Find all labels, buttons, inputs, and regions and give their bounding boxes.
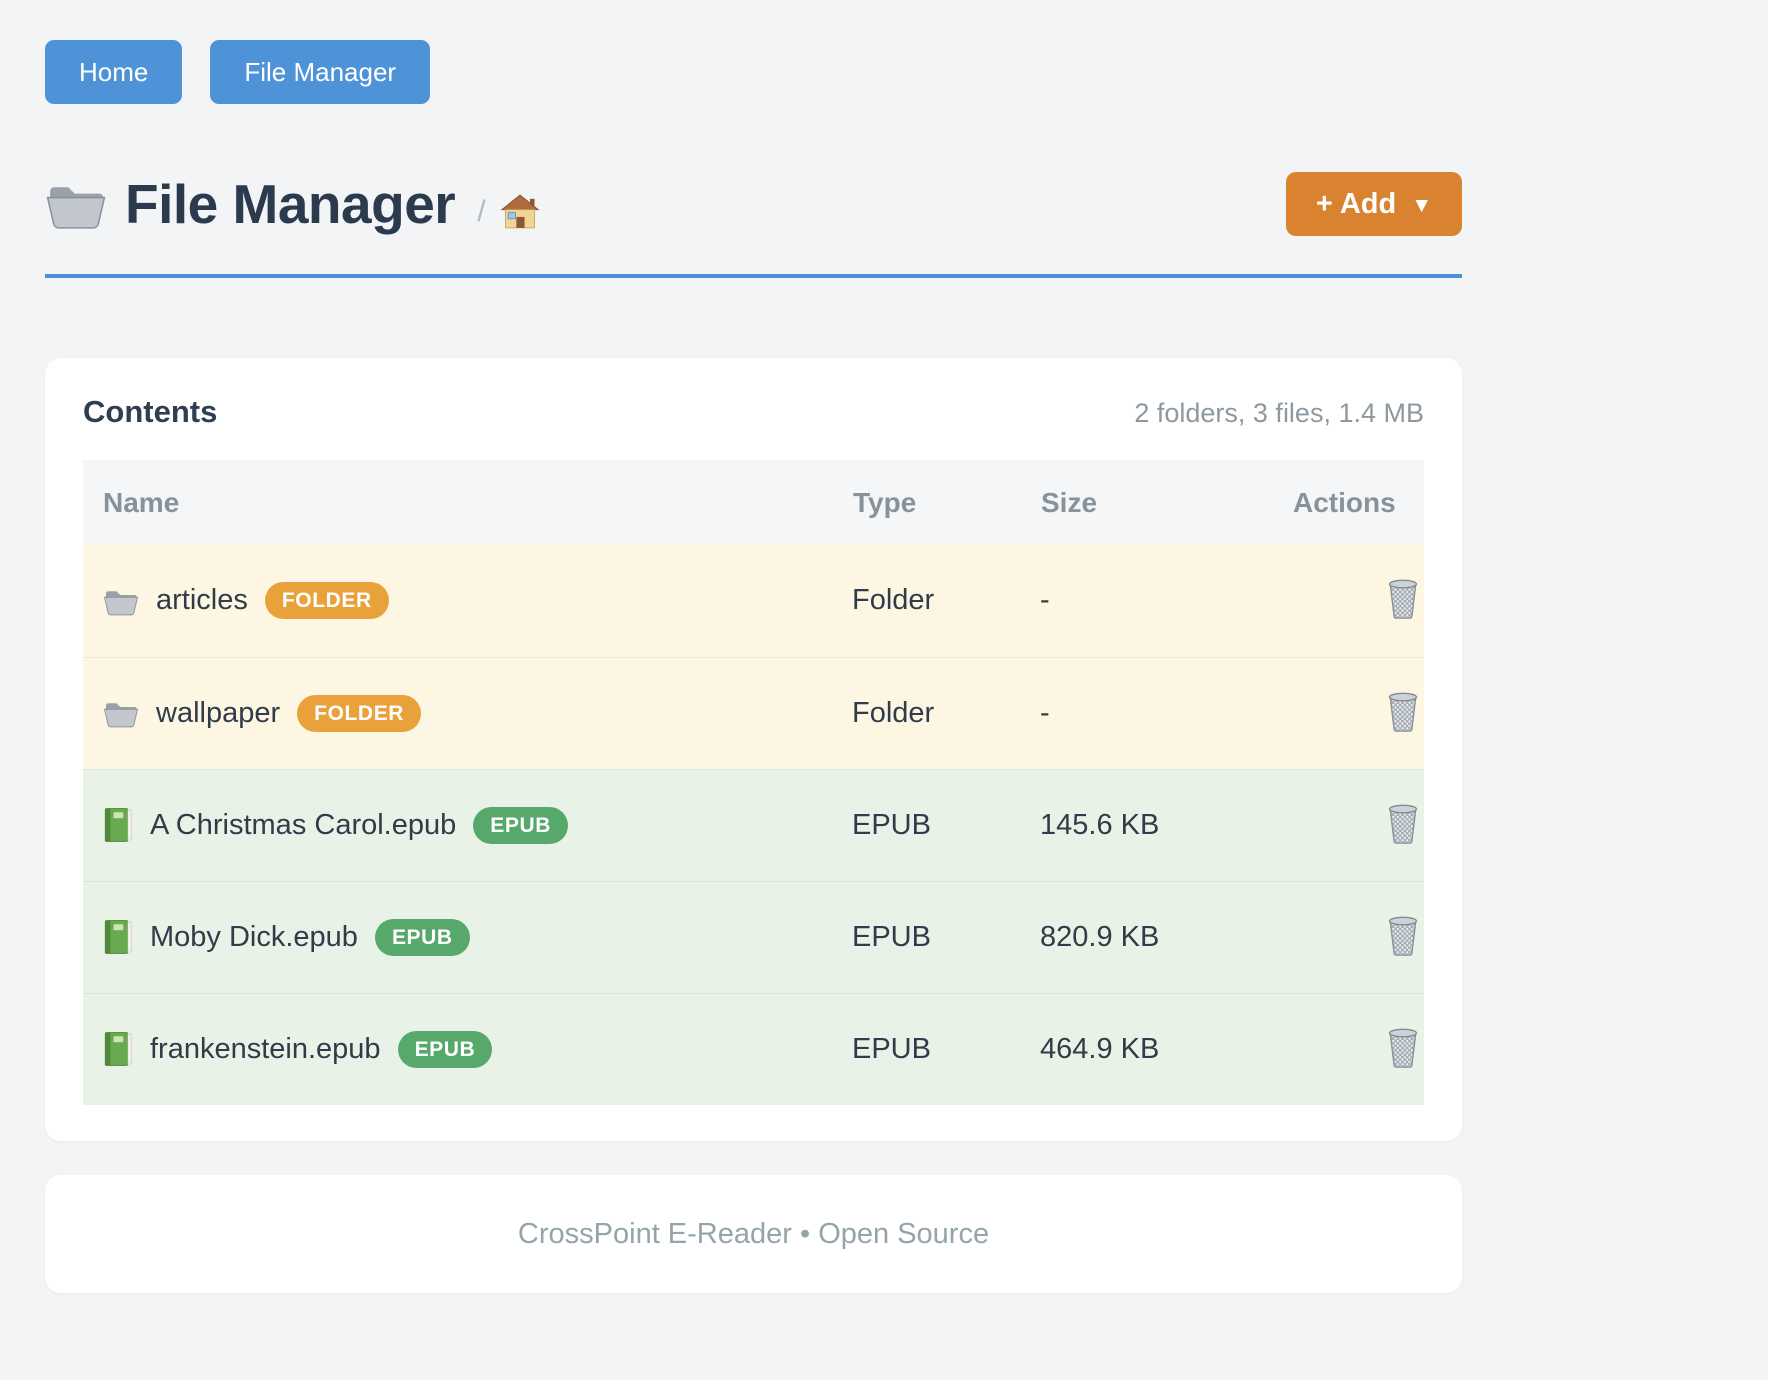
breadcrumb-separator: / [477,195,486,228]
book-icon [103,807,133,843]
table-header-row: Name Type Size Actions [83,460,1424,545]
trash-icon [1386,578,1420,619]
title-group: File Manager / [45,172,540,236]
file-name-link[interactable]: articles [156,584,248,617]
home-button[interactable]: Home [45,40,183,104]
size-cell: 464.9 KB [1040,992,1292,1105]
table-row: wallpaper FOLDER Folder - [83,656,1424,769]
size-cell: - [1040,656,1292,769]
type-cell: Folder [852,584,935,617]
file-name-link[interactable]: wallpaper [156,696,281,729]
column-header-name: Name [83,460,852,545]
delete-button[interactable] [1382,799,1424,848]
file-manager-page: Home File Manager File Manager / + Add ▼… [45,0,1462,1293]
epub-badge: EPUB [473,806,568,844]
delete-button[interactable] [1382,911,1424,960]
column-header-size: Size [1040,460,1292,545]
contents-summary: 2 folders, 3 files, 1.4 MB [1134,398,1424,428]
page-title: File Manager [125,173,456,235]
type-cell: EPUB [852,880,1040,993]
caret-down-icon: ▼ [1411,193,1432,217]
book-icon [103,1031,133,1067]
trash-icon [1386,1027,1420,1068]
trash-icon [1386,691,1420,732]
type-cell: Folder [852,656,1040,769]
table-row: articles FOLDER Folder - [83,545,1424,657]
footer: CrossPoint E-Reader • Open Source [45,1175,1462,1293]
contents-card-header: Contents 2 folders, 3 files, 1.4 MB [83,394,1424,430]
size-cell: 145.6 KB [1040,768,1292,881]
delete-button[interactable] [1382,687,1424,736]
table-row: frankenstein.epub EPUB EPUB 464.9 KB [83,992,1424,1105]
book-icon [103,919,133,955]
contents-card: Contents 2 folders, 3 files, 1.4 MB Name… [45,358,1462,1141]
add-button-label: + Add [1315,187,1397,220]
delete-button[interactable] [1382,574,1424,623]
file-name-link[interactable]: frankenstein.epub [150,1032,381,1065]
folder-icon [103,586,139,616]
type-cell: EPUB [852,992,1040,1105]
size-cell: 820.9 KB [1040,880,1292,993]
table-row: Moby Dick.epub EPUB EPUB 820.9 KB [83,880,1424,993]
file-name-link[interactable]: Moby Dick.epub [150,920,358,953]
trash-icon [1386,915,1420,956]
add-button[interactable]: + Add ▼ [1285,172,1462,236]
column-header-actions: Actions [1292,460,1424,545]
delete-button[interactable] [1382,1023,1424,1072]
folder-badge: FOLDER [297,694,422,732]
nav-buttons: Home File Manager [45,40,1462,104]
size-cell: - [1040,584,1050,617]
epub-badge: EPUB [397,1030,493,1068]
house-icon[interactable] [500,193,540,230]
header-divider [45,274,1462,278]
column-header-type: Type [852,460,1040,545]
trash-icon [1386,803,1420,844]
file-table: Name Type Size Actions articles FOLDER F… [83,460,1424,1105]
table-row: A Christmas Carol.epub EPUB EPUB 145.6 K… [83,768,1424,881]
epub-badge: EPUB [374,918,470,956]
file-name-link[interactable]: A Christmas Carol.epub [150,808,457,841]
contents-heading: Contents [83,394,218,429]
footer-text: CrossPoint E-Reader • Open Source [517,1217,990,1250]
folder-icon [45,178,107,230]
page-header: File Manager / + Add ▼ [45,172,1462,236]
folder-badge: FOLDER [264,582,389,620]
folder-icon [103,698,139,728]
file-manager-button[interactable]: File Manager [210,40,431,104]
type-cell: EPUB [852,768,1040,881]
